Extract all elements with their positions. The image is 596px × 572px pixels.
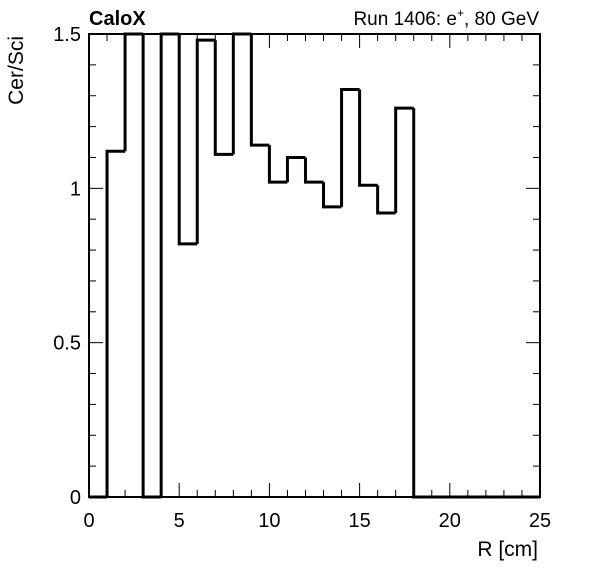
y-axis-title: Cer/Sci: [5, 36, 28, 105]
x-tick-label: 20: [439, 510, 461, 532]
y-tick-label: 1: [70, 178, 81, 200]
chart-title-left: CaloX: [89, 8, 146, 30]
x-tick-label: 5: [174, 510, 185, 532]
axis-ticks: 0 5 10 15 20 25 0 0.5 1 1.5: [53, 24, 551, 532]
x-axis-title: R [cm]: [477, 538, 538, 561]
title-right-main: Run 1406: e: [353, 9, 457, 30]
hist-bin: [376, 185, 396, 215]
hist-bin: [322, 182, 342, 209]
hist-bin: [394, 106, 414, 214]
hist-bin: [285, 155, 306, 183]
hist-bin: [340, 88, 360, 207]
y-tick-label: 0: [70, 487, 81, 509]
hist-bin: [358, 89, 378, 187]
hist-bin: [213, 40, 234, 156]
hist-bin: [267, 145, 288, 184]
x-tick-label: 25: [529, 510, 551, 532]
chart-title-right: Run 1406: e+, 80 GeV: [353, 6, 539, 30]
title-right-tail: , 80 GeV: [464, 9, 539, 30]
hist-bin: [249, 34, 270, 147]
y-tick-label: 1.5: [53, 24, 81, 46]
hist-bin: [177, 34, 198, 246]
y-tick-label: 0.5: [53, 333, 81, 355]
hist-bin: [105, 149, 126, 497]
hist-bin: [303, 157, 324, 184]
x-tick-label: 15: [348, 510, 370, 532]
plot-frame: [88, 33, 541, 498]
title-right-superscript: +: [457, 6, 464, 20]
x-tick-label: 0: [83, 510, 94, 532]
x-tick-label: 10: [258, 510, 280, 532]
